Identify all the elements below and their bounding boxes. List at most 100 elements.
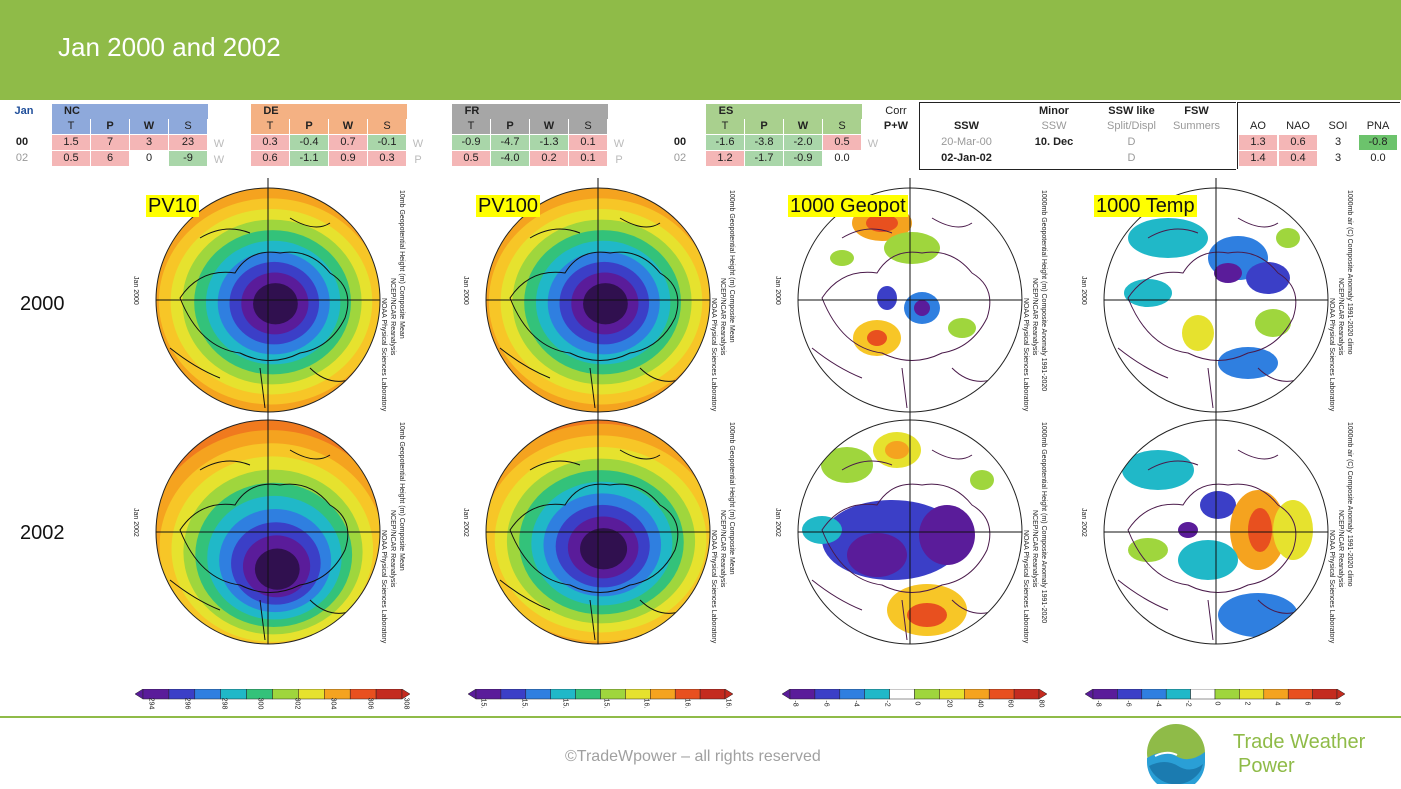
map-date-caption: Jan 2002 [1080,508,1087,537]
col-header-s: S [169,119,207,134]
colorbar-tick: -8 [1094,700,1102,707]
col-header-t: T [706,119,744,134]
value-cell: 23 [169,135,207,150]
colorbar-tick: 306 [365,697,373,710]
map-source-caption: NCEP/NCAR Reanalysis [1337,278,1344,356]
corr-label: Corr [885,105,907,117]
pw-label: P+W [883,120,909,132]
index-header-nao: NAO [1286,120,1310,132]
colorbar-tick: -2 [883,700,891,707]
map-pv10-2000 [140,178,410,413]
map-source-caption: NCEP/NCAR Reanalysis [1031,510,1038,588]
map-side-caption: 10mb Geopotential Height (m) Composite M… [398,190,405,339]
colorbar-tick: 16. [724,698,732,709]
colorbar-tick: 15. [561,698,569,709]
map-date-caption: Jan 2002 [774,508,781,537]
index-value: 0.6 [1279,135,1317,150]
value-cell: 0.1 [569,135,607,150]
colorbar [467,688,734,700]
map-lab-caption: NOAA Physical Sciences Laboratory [710,530,717,644]
colorbar-tick: 296 [183,697,191,710]
value-cell: 0.7 [329,135,367,150]
map-temp-2002 [1088,410,1358,645]
map-geo-2002 [782,410,1052,645]
map-side-caption: 100mb Geopotential Height (m) Composite … [728,422,735,575]
sswlike-header: SSW like [1108,105,1155,117]
col-header-w: W [530,119,568,134]
colorbar-tick: 16. [642,698,650,709]
colorbar-tick: -2 [1184,700,1192,707]
map-side-caption: 1000mb Geopotential Height (m) Composite… [1040,422,1047,624]
map-pv10-2002 [140,410,410,645]
sswlike-sub: Split/Displ [1107,120,1156,132]
footer-divider [0,716,1401,718]
colorbar-tick: 6 [1303,701,1311,706]
map-temp-2000 [1088,178,1358,413]
ssw-date: 02-Jan-02 [941,152,992,164]
index-header-pna: PNA [1366,120,1390,132]
map-source-caption: NCEP/NCAR Reanalysis [1031,278,1038,356]
value-cell: -4.0 [491,151,529,166]
row-label-2002: 2002 [20,522,65,544]
colorbar-tick: 298 [220,697,228,710]
colorbar-tick: 2 [1243,701,1251,706]
colorbar-tick: 15. [479,698,487,709]
map-pv100-2002 [470,410,740,645]
map-label-geo: 1000 Geopot [788,195,908,217]
col-header-p: P [491,119,529,134]
map-lab-caption: NOAA Physical Sciences Laboratory [1022,530,1029,644]
sswlike-value: D [1127,152,1136,164]
value-cell: -0.9 [784,151,822,166]
value-cell: -1.7 [745,151,783,166]
row-label-2000: 2000 [20,293,65,315]
year-02: 02 [15,152,29,164]
ssw-header: SSW [953,120,980,132]
colorbar-tick: -4 [852,700,860,707]
map-side-caption: 1000mb air (C) Composite Anomaly 1991-20… [1346,422,1353,587]
map-date-caption: Jan 2000 [132,276,139,305]
value-cell: 0.3 [251,135,289,150]
colorbar-tick: 300 [256,697,264,710]
map-source-caption: NCEP/NCAR Reanalysis [719,278,726,356]
colorbar [134,688,411,700]
value-cell: -1.3 [530,135,568,150]
col-header-w: W [130,119,168,134]
value-cell: 1.2 [706,151,744,166]
col-header-s: S [569,119,607,134]
year-00-es: 00 [673,136,687,148]
type-tag: W [213,154,225,166]
map-source-caption: NCEP/NCAR Reanalysis [719,510,726,588]
header-bar: Jan 2000 and 2002 [0,0,1401,100]
copyright-text: ©TradeWpower – all rights reserved [565,748,821,765]
map-pv100-2000 [470,178,740,413]
map-source-caption: NCEP/NCAR Reanalysis [1337,510,1344,588]
colorbar-tick: -6 [822,700,830,707]
col-header-p: P [290,119,328,134]
map-geo-2000 [782,178,1052,413]
map-lab-caption: NOAA Physical Sciences Laboratory [380,298,387,412]
col-header-s: S [368,119,406,134]
map-label-pv10: PV10 [146,195,199,217]
map-label-pv100: PV100 [476,195,541,217]
minor-header: Minor [1039,105,1069,117]
index-value: -0.8 [1359,135,1397,150]
index-box [1237,102,1400,169]
value-cell: 0.0 [834,152,850,164]
col-header-p: P [91,119,129,134]
colorbar-tick: 0 [1213,701,1221,706]
value-cell: 0.5 [452,151,490,166]
value-cell: 0 [145,152,153,164]
index-value: 3 [1334,136,1342,148]
ssw-box [919,102,1236,170]
index-value: 0.4 [1279,151,1317,166]
index-value: 1.3 [1239,135,1277,150]
jan-label: Jan [14,105,34,117]
colorbar-tick: 308 [402,697,410,710]
region-band [492,104,608,119]
map-side-caption: 1000mb Geopotential Height (m) Composite… [1040,190,1047,392]
value-cell: 3 [130,135,168,150]
region-fr: FR [452,104,492,119]
value-cell: 0.9 [329,151,367,166]
col-header-s: S [823,119,861,134]
map-lab-caption: NOAA Physical Sciences Laboratory [710,298,717,412]
